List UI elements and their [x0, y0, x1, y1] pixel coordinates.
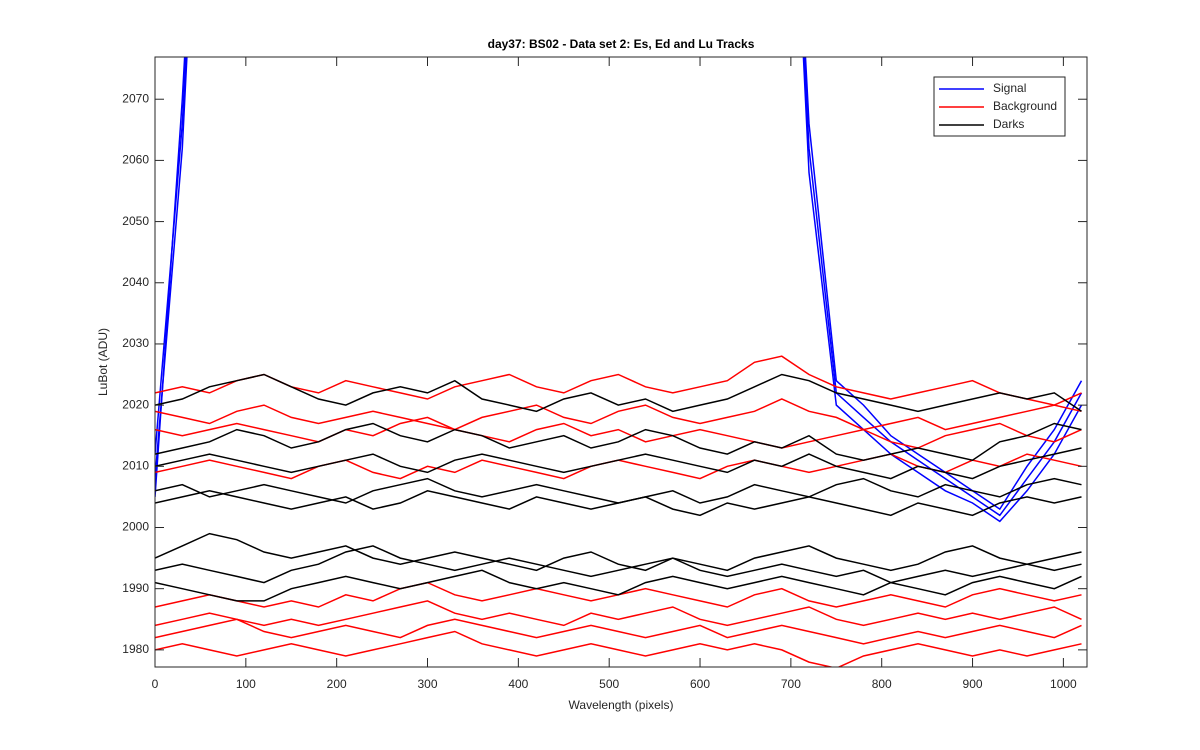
y-tick-label: 2050 [122, 214, 149, 228]
x-tick-label: 200 [327, 677, 347, 691]
x-tick-label: 500 [599, 677, 619, 691]
series-line [155, 447, 1082, 480]
series-line [155, 416, 1082, 449]
y-tick-label: 2030 [122, 336, 149, 350]
series-line [155, 355, 1082, 406]
y-tick-label: 2040 [122, 275, 149, 289]
series-line [155, 618, 1082, 645]
y-tick-label: 2020 [122, 397, 149, 411]
series-line [155, 398, 1082, 431]
legend-label: Darks [993, 117, 1024, 131]
lines [155, 57, 1083, 667]
x-axis-label: Wavelength (pixels) [569, 698, 674, 712]
y-axis-label: LuBot (ADU) [96, 328, 110, 396]
x-tick-label: 400 [508, 677, 528, 691]
x-tick-label: 0 [152, 677, 159, 691]
legend: Signal Background Darks [933, 76, 1066, 137]
series-line [155, 532, 1082, 572]
y-tick-label: 2000 [122, 520, 149, 534]
x-tick-label: 800 [872, 677, 892, 691]
chart-title: day37: BS02 - Data set 2: Es, Ed and Lu … [488, 37, 755, 51]
x-tick-label: 700 [781, 677, 801, 691]
x-tick-label: 100 [236, 677, 256, 691]
x-tick-label: 600 [690, 677, 710, 691]
series-line [155, 490, 1082, 517]
series-line [155, 545, 1082, 584]
series-line [155, 569, 1082, 602]
legend-label: Signal [993, 81, 1026, 95]
series-line [155, 57, 1083, 523]
series-line [155, 422, 1082, 462]
series-line [155, 57, 1083, 517]
series-line [155, 373, 1082, 413]
y-tick-label: 1990 [122, 581, 149, 595]
y-tick-label: 1980 [122, 642, 149, 656]
axes-box [154, 56, 1088, 668]
plot-area [155, 57, 1087, 667]
series-line [155, 57, 1083, 511]
x-tick-label: 900 [963, 677, 983, 691]
y-tick-label: 2060 [122, 153, 149, 167]
series-line [155, 630, 1082, 667]
y-tick-label: 2010 [122, 458, 149, 472]
series-line [155, 600, 1082, 627]
x-tick-label: 1000 [1050, 677, 1077, 691]
y-tick-label: 2070 [122, 91, 149, 105]
axes: 0 100 200 300 400 500 600 700 800 900 1000 1980 1990… [122, 56, 1088, 691]
legend-label: Background [993, 99, 1057, 113]
x-tick-label: 300 [417, 677, 437, 691]
